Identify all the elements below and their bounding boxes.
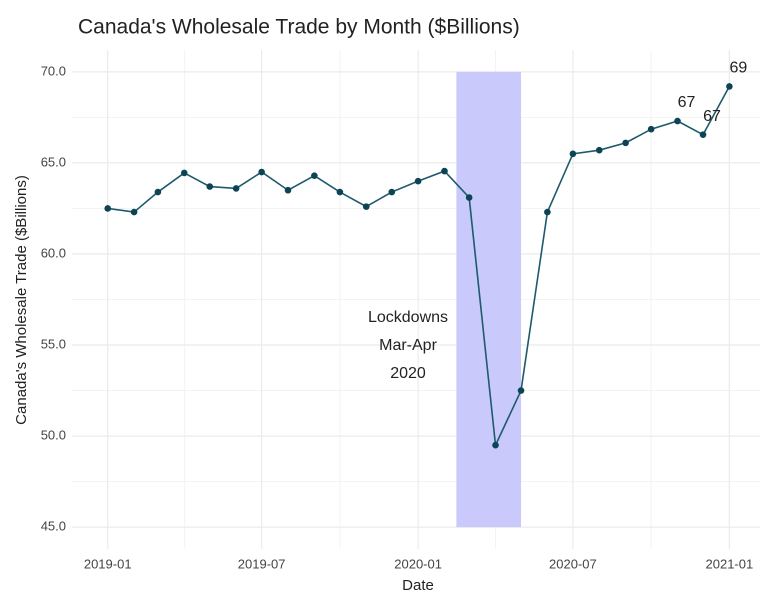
x-tick-label: 2021-01 bbox=[706, 556, 754, 571]
chart-title: Canada's Wholesale Trade by Month ($Bill… bbox=[78, 16, 520, 39]
data-point bbox=[647, 125, 655, 133]
value-label: 67 bbox=[703, 108, 721, 125]
data-point bbox=[441, 167, 448, 175]
data-point bbox=[130, 208, 138, 216]
data-point bbox=[569, 150, 577, 158]
data-point bbox=[465, 194, 473, 201]
data-point bbox=[104, 205, 112, 212]
data-point bbox=[180, 169, 188, 177]
data-point bbox=[388, 188, 396, 196]
data-point bbox=[362, 203, 370, 210]
data-point bbox=[284, 186, 292, 194]
annotation: 2020 bbox=[390, 365, 426, 382]
data-point bbox=[544, 208, 551, 216]
x-tick-label: 2020-01 bbox=[394, 556, 442, 571]
data-point bbox=[414, 177, 422, 185]
y-tick-label: 60.0 bbox=[41, 245, 66, 260]
data-point bbox=[232, 185, 240, 192]
data-point bbox=[206, 183, 214, 190]
y-tick-label: 50.0 bbox=[41, 428, 66, 443]
data-point bbox=[258, 168, 265, 176]
value-label: 69 bbox=[729, 60, 747, 77]
value-label: 67 bbox=[678, 94, 696, 111]
data-point bbox=[595, 146, 603, 154]
x-tick-label: 2020-07 bbox=[549, 556, 597, 571]
data-point bbox=[726, 83, 733, 90]
x-tick-label: 2019-07 bbox=[238, 556, 286, 571]
data-point bbox=[699, 131, 707, 138]
data-point bbox=[622, 139, 629, 147]
x-axis-title: Date bbox=[402, 577, 434, 593]
data-point bbox=[674, 117, 681, 125]
data-point bbox=[336, 188, 344, 196]
data-point bbox=[311, 172, 318, 179]
data-point bbox=[154, 188, 162, 196]
lockdown-shade bbox=[456, 71, 522, 528]
annotation: Mar-Apr bbox=[379, 337, 437, 354]
y-tick-label: 45.0 bbox=[41, 519, 66, 534]
y-tick-label: 70.0 bbox=[41, 63, 66, 78]
data-point bbox=[492, 441, 499, 449]
y-tick-label: 65.0 bbox=[41, 154, 66, 169]
y-axis-title: Canada's Wholesale Trade ($Billions) bbox=[13, 175, 30, 425]
x-tick-label: 2019-01 bbox=[84, 556, 132, 571]
annotation: Lockdowns bbox=[368, 309, 448, 326]
data-point bbox=[517, 387, 525, 394]
y-tick-label: 55.0 bbox=[41, 336, 66, 351]
